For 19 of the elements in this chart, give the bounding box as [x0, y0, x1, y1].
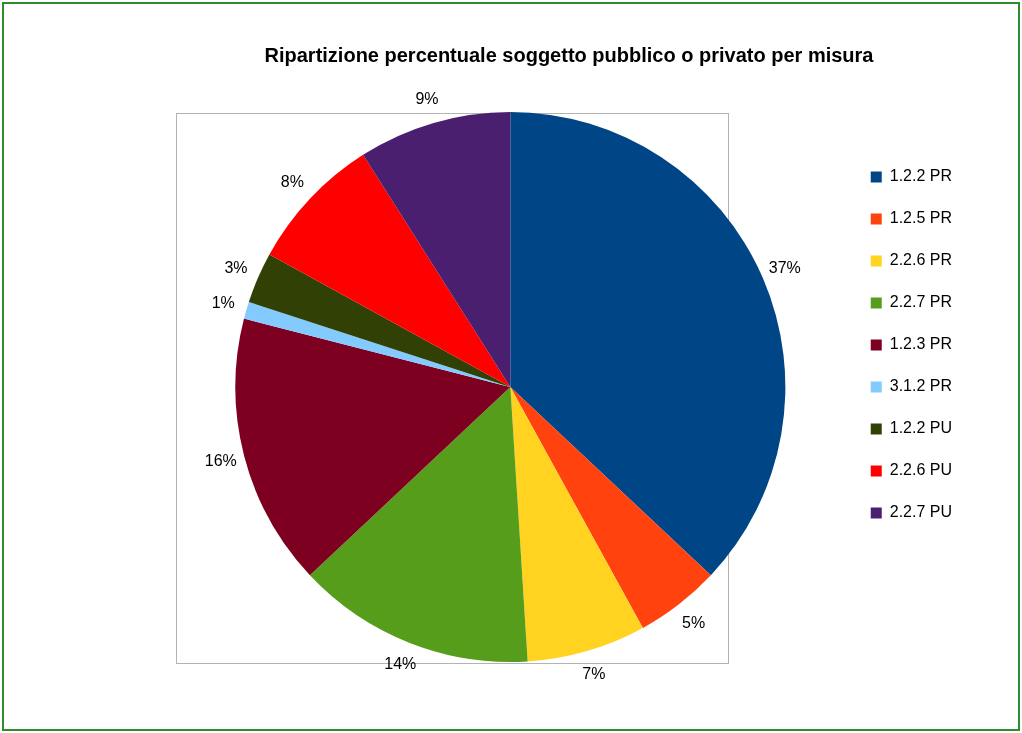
data-label: 5% [682, 613, 706, 631]
chart-title: Ripartizione percentuale soggetto pubblico o privato per misura [264, 43, 875, 66]
legend-label: 2.2.6 PR [889, 251, 953, 269]
data-label: 7% [582, 664, 606, 682]
legend-label: 2.2.7 PU [889, 503, 953, 521]
legend-label: 1.2.2 PR [889, 167, 953, 185]
legend-label: 1.2.3 PR [889, 335, 953, 353]
data-label: 8% [280, 172, 304, 190]
data-label: 9% [415, 90, 439, 108]
data-label: 37% [768, 258, 801, 276]
data-label: 14% [384, 655, 417, 673]
legend-label: 1.2.2 PU [889, 419, 953, 437]
data-label: 1% [211, 293, 235, 311]
data-label: 16% [204, 451, 237, 469]
legend-label: 1.2.5 PR [889, 209, 953, 227]
legend-label: 2.2.7 PR [889, 293, 953, 311]
legend-label: 2.2.6 PU [889, 461, 953, 479]
legend-label: 3.1.2 PR [889, 377, 953, 395]
data-label: 3% [224, 258, 248, 276]
